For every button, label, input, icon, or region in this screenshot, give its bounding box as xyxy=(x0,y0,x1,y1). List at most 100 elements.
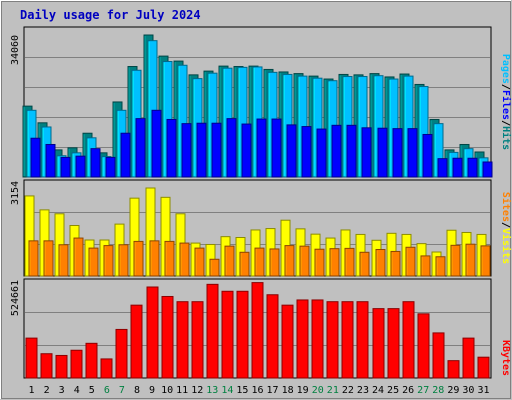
x-tick-label: 22 xyxy=(342,385,354,396)
legend-visits: Visits xyxy=(500,228,512,264)
x-tick-label: 26 xyxy=(402,385,414,396)
bar-kbytes-day-28 xyxy=(432,332,445,379)
x-tick-label: 1 xyxy=(29,385,35,396)
bar-kbytes-day-7 xyxy=(115,328,128,379)
x-tick-label: 11 xyxy=(176,385,188,396)
bar-sites-day-28 xyxy=(435,256,446,277)
panel-visits-sites-legend: Sites/Visits xyxy=(500,192,512,264)
bar-sites-day-9 xyxy=(149,240,160,277)
panel-visits-sites-max-label: 3154 xyxy=(10,181,21,205)
legend-pages: Pages xyxy=(500,54,511,84)
x-tick-label: 17 xyxy=(267,385,279,396)
x-tick-label: 21 xyxy=(327,385,339,396)
x-tick-label: 10 xyxy=(161,385,173,396)
x-tick-label: 20 xyxy=(312,385,324,396)
bar-pages-day-5 xyxy=(90,148,101,178)
bar-sites-day-16 xyxy=(254,247,265,277)
bar-kbytes-day-29 xyxy=(447,360,460,379)
x-tick-label: 29 xyxy=(447,385,459,396)
bar-kbytes-day-31 xyxy=(477,356,490,379)
x-tick-label: 9 xyxy=(149,385,155,396)
bar-pages-day-11 xyxy=(181,123,192,178)
panel-hits-files-pages: 34060 Pages/Files/Hits xyxy=(10,26,512,178)
bar-sites-day-13 xyxy=(209,258,220,277)
bar-kbytes-day-10 xyxy=(161,295,174,379)
bar-kbytes-day-16 xyxy=(251,282,264,379)
bar-pages-day-1 xyxy=(30,137,41,178)
x-tick-label: 24 xyxy=(372,385,384,396)
bar-pages-day-14 xyxy=(226,118,237,178)
x-tick-label: 15 xyxy=(236,385,248,396)
bar-sites-day-19 xyxy=(299,245,310,277)
x-tick-label: 2 xyxy=(44,385,50,396)
bar-kbytes-day-18 xyxy=(281,304,294,379)
bar-sites-day-31 xyxy=(480,245,491,277)
bar-sites-day-18 xyxy=(284,245,295,277)
bar-sites-day-22 xyxy=(344,247,355,277)
bar-pages-day-13 xyxy=(211,122,222,178)
bar-sites-day-1 xyxy=(28,240,39,277)
bar-sites-day-6 xyxy=(103,245,114,277)
legend-separator: / xyxy=(500,84,511,90)
panel-kbytes-max-label: 524661 xyxy=(10,280,21,316)
x-tick-label: 12 xyxy=(191,385,203,396)
bar-pages-day-28 xyxy=(437,158,448,178)
bar-kbytes-day-22 xyxy=(341,301,354,379)
bar-kbytes-day-8 xyxy=(130,304,143,379)
bar-sites-day-11 xyxy=(179,242,190,277)
panel-hits-files-pages-marks xyxy=(22,34,493,178)
bar-kbytes-day-15 xyxy=(236,290,249,379)
bar-pages-day-19 xyxy=(301,126,312,178)
bar-pages-day-27 xyxy=(422,133,433,178)
panel-kbytes: 524661 KBytes xyxy=(10,278,511,379)
x-tick-label: 27 xyxy=(417,385,429,396)
bar-kbytes-day-2 xyxy=(40,353,53,379)
bar-sites-day-25 xyxy=(390,250,401,277)
bar-pages-day-18 xyxy=(286,124,297,178)
bar-pages-day-3 xyxy=(60,156,71,178)
bar-pages-day-17 xyxy=(271,118,282,178)
legend-sites: Sites xyxy=(500,192,512,222)
bar-kbytes-day-26 xyxy=(402,301,415,379)
bar-sites-day-12 xyxy=(194,247,205,277)
bar-pages-day-31 xyxy=(482,161,493,178)
bar-kbytes-day-5 xyxy=(85,342,98,379)
x-tick-label: 3 xyxy=(59,385,65,396)
bar-sites-day-17 xyxy=(269,248,280,277)
bar-pages-day-29 xyxy=(452,157,463,178)
x-tick-label: 23 xyxy=(357,385,369,396)
bar-sites-day-30 xyxy=(465,243,476,277)
bar-sites-day-14 xyxy=(224,245,235,277)
panel-hits-files-pages-legend: Pages/Files/Hits xyxy=(500,54,512,150)
panel-kbytes-marks xyxy=(25,282,490,379)
x-tick-label: 16 xyxy=(251,385,263,396)
bar-pages-day-2 xyxy=(45,143,56,178)
bar-kbytes-day-3 xyxy=(55,354,68,379)
bar-pages-day-16 xyxy=(256,118,267,178)
x-tick-label: 5 xyxy=(89,385,95,396)
bar-pages-day-25 xyxy=(392,128,403,178)
bar-sites-day-10 xyxy=(164,240,175,277)
bar-pages-day-12 xyxy=(196,122,207,178)
x-tick-label: 7 xyxy=(119,385,125,396)
panel-visits-sites: 3154 Sites/Visits xyxy=(10,179,512,277)
bar-sites-day-8 xyxy=(133,240,144,277)
x-tick-label: 28 xyxy=(432,385,444,396)
bar-sites-day-26 xyxy=(405,246,416,277)
bar-kbytes-day-11 xyxy=(176,301,189,379)
bar-sites-day-21 xyxy=(329,248,340,277)
bar-pages-day-7 xyxy=(120,132,131,178)
bar-pages-day-21 xyxy=(331,124,342,178)
x-axis-day-labels: 1 2 3 4 5 6 7 8 9 10 11 12 13 14 15 16 17 18 19 20 21 22 23 24 2… xyxy=(29,385,490,396)
bar-kbytes-day-27 xyxy=(417,313,430,379)
bar-sites-day-23 xyxy=(359,251,370,277)
x-tick-label: 6 xyxy=(104,385,110,396)
x-tick-label: 8 xyxy=(134,385,140,396)
bar-kbytes-day-21 xyxy=(326,301,339,379)
x-tick-label: 13 xyxy=(206,385,218,396)
bar-sites-day-20 xyxy=(314,248,325,277)
bar-pages-day-20 xyxy=(316,128,327,178)
bar-sites-day-4 xyxy=(73,237,84,277)
